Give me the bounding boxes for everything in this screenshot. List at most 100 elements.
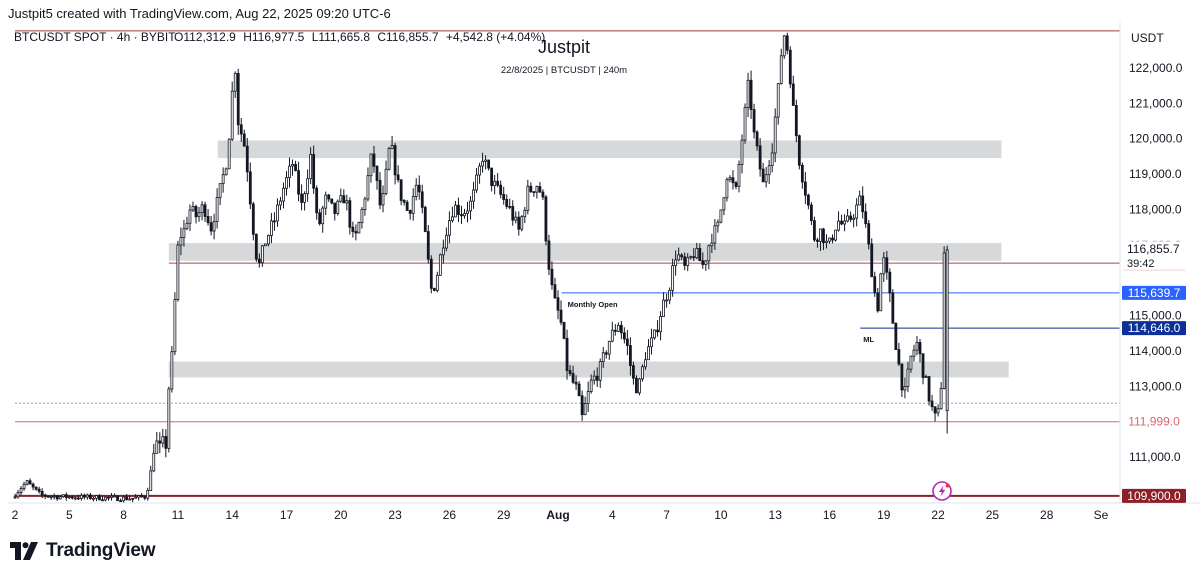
candle-body — [279, 200, 282, 206]
candle-body — [619, 324, 623, 334]
candle-body — [641, 366, 644, 380]
candle-body — [318, 212, 322, 225]
candle-body — [61, 494, 65, 498]
candle-body — [70, 496, 74, 499]
candle-body — [441, 247, 445, 256]
candle-body — [466, 210, 469, 214]
flash-icon[interactable] — [932, 481, 952, 501]
ohlc-high-label: H — [243, 30, 252, 44]
candle-body — [360, 209, 364, 224]
candle-body — [761, 168, 765, 183]
candle-body — [502, 193, 506, 200]
candle-body — [487, 159, 491, 169]
candle-body — [849, 215, 853, 220]
candle-body — [695, 247, 699, 259]
candle-body — [728, 177, 732, 181]
symbol-line: BTCUSDT SPOT · 4h · BYBIT — [14, 30, 176, 44]
candle-body — [840, 220, 843, 225]
candle-body — [233, 72, 237, 92]
candle-body — [405, 201, 409, 211]
candle-body — [680, 254, 684, 258]
candle-body — [408, 210, 412, 214]
monthly-open-text: Monthly Open — [568, 300, 618, 309]
candle-body — [104, 496, 107, 501]
last-candle-body — [945, 249, 949, 412]
candle-body — [291, 163, 294, 167]
chart-title: Justpit — [538, 37, 590, 57]
candle-body — [638, 378, 641, 394]
candle-body — [303, 193, 307, 203]
candle-body — [300, 193, 303, 203]
ohlc-high-value: 116,977.5 — [252, 30, 305, 44]
candle-body — [330, 198, 334, 204]
candle-body — [559, 309, 563, 323]
candle-body — [399, 179, 403, 201]
candle-body — [257, 258, 261, 264]
x-tick-label: 28 — [1040, 508, 1054, 522]
candle-body — [342, 195, 346, 204]
candle-body — [327, 194, 331, 200]
candle-body — [936, 408, 940, 414]
candle-body — [137, 495, 141, 498]
tradingview-mark-icon — [10, 542, 38, 560]
candle-body — [755, 131, 759, 147]
candle-body — [34, 486, 38, 490]
candle-body — [152, 452, 156, 472]
candle-body — [622, 332, 626, 340]
candle-body — [321, 207, 325, 225]
candle-body — [707, 245, 711, 262]
x-tick-label: 23 — [388, 508, 402, 522]
candle-body — [592, 375, 596, 381]
candle-body — [915, 342, 919, 351]
candle-body — [725, 179, 729, 199]
candle-body — [713, 225, 717, 244]
candle-body — [737, 164, 741, 187]
candle-body — [770, 152, 774, 167]
candle-body — [553, 284, 557, 299]
candle-body — [366, 175, 370, 200]
x-tick-label: 11 — [172, 508, 185, 522]
candle-body — [532, 191, 536, 194]
candle-body — [92, 497, 95, 500]
candle-body — [719, 209, 723, 223]
candle-body — [37, 488, 41, 492]
candle-body — [333, 202, 337, 214]
candle-body — [158, 440, 162, 444]
candle-body — [375, 165, 379, 181]
candle-body — [266, 235, 270, 245]
ml-line-label-bg — [1122, 321, 1186, 336]
candle-body — [662, 299, 665, 317]
candle-body — [95, 495, 98, 499]
candle-body — [469, 200, 472, 212]
candle-body — [185, 222, 189, 230]
candle-body — [393, 145, 397, 176]
candle-body — [837, 220, 840, 231]
x-tick-label: 8 — [120, 508, 127, 522]
candle-body — [523, 209, 527, 218]
candle-body — [52, 495, 56, 498]
monthly-open-label-bg — [1122, 285, 1186, 300]
candle-body — [230, 90, 234, 140]
mid-zone — [168, 243, 1002, 261]
candle-body — [918, 342, 922, 355]
candle-body — [16, 492, 20, 498]
candle-body — [665, 299, 668, 302]
candle-body — [161, 436, 165, 444]
candle-body — [544, 196, 548, 242]
candle-body — [595, 375, 599, 381]
ml-line-text: ML — [863, 335, 874, 344]
ohlc-low-label: L — [312, 30, 319, 44]
candle-body — [457, 204, 460, 215]
candle-body — [260, 245, 264, 264]
zones-layer — [168, 140, 1009, 378]
currency-label: USDT — [1131, 31, 1164, 45]
candle-body — [813, 220, 816, 241]
tradingview-logo[interactable]: TradingView — [10, 540, 156, 562]
candle-body — [635, 377, 638, 394]
candle-body — [357, 222, 361, 234]
candle-body — [565, 337, 569, 371]
candle-body — [822, 228, 825, 244]
candle-body — [909, 355, 913, 370]
x-tick-label: 20 — [334, 508, 348, 522]
